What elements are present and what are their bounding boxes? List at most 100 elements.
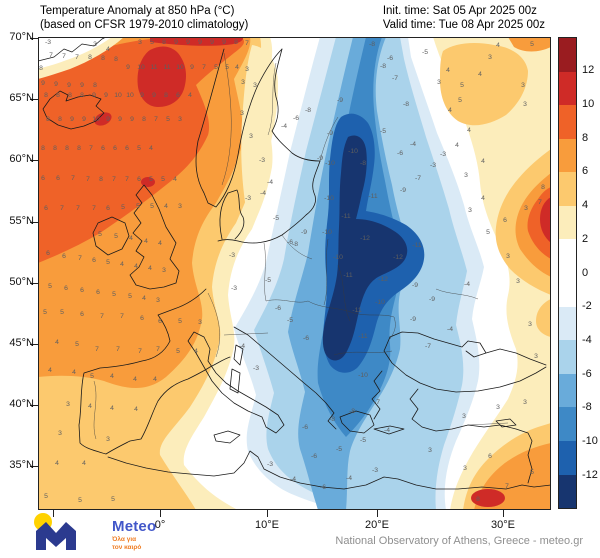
svg-text:7: 7 [89, 145, 93, 152]
svg-text:-10: -10 [322, 229, 332, 236]
svg-text:7: 7 [120, 313, 124, 320]
colorbar-tick-label: -12 [582, 468, 598, 481]
svg-text:-9: -9 [327, 130, 333, 137]
svg-text:5: 5 [166, 116, 170, 123]
svg-text:-3: -3 [430, 162, 436, 169]
colorbar [558, 37, 577, 509]
svg-text:6: 6 [80, 287, 84, 294]
colorbar-segment [559, 474, 576, 509]
svg-text:8: 8 [541, 184, 545, 191]
svg-text:4: 4 [188, 92, 192, 99]
svg-text:3: 3 [521, 82, 525, 89]
lat-tick-label: 70°N [9, 31, 34, 43]
svg-text:4: 4 [173, 176, 177, 183]
svg-text:3: 3 [516, 278, 520, 285]
svg-text:8: 8 [56, 92, 60, 99]
svg-text:-4: -4 [267, 179, 273, 186]
svg-text:3: 3 [462, 413, 466, 420]
svg-text:-5: -5 [273, 215, 279, 222]
svg-text:3: 3 [496, 404, 500, 411]
colorbar-segment [559, 239, 576, 274]
svg-text:4: 4 [120, 261, 124, 268]
svg-text:-5: -5 [380, 128, 386, 135]
svg-text:3: 3 [178, 203, 182, 210]
svg-text:3: 3 [138, 39, 142, 46]
svg-text:4: 4 [88, 403, 92, 410]
svg-text:5: 5 [530, 41, 534, 48]
svg-text:-6: -6 [387, 55, 393, 62]
svg-text:4: 4 [106, 46, 110, 53]
svg-text:9: 9 [152, 92, 156, 99]
svg-text:-6: -6 [287, 239, 293, 246]
lat-tick-label: 40°N [9, 398, 34, 410]
svg-text:-12: -12 [393, 254, 403, 261]
colorbar-segment [559, 105, 576, 139]
colorbar-tick-label: 10 [582, 97, 595, 110]
svg-text:6: 6 [92, 257, 96, 264]
region-warm-4-6-finland [440, 43, 528, 126]
lon-tick [377, 510, 378, 517]
svg-text:-7: -7 [425, 343, 431, 350]
coast-ireland [92, 216, 130, 256]
svg-text:8: 8 [44, 92, 48, 99]
svg-text:8: 8 [234, 39, 238, 46]
svg-text:-7: -7 [374, 399, 380, 406]
svg-text:-10: -10 [375, 299, 385, 306]
svg-text:4: 4 [158, 240, 162, 247]
svg-text:-9: -9 [429, 296, 435, 303]
lat-tick [30, 466, 38, 467]
svg-text:-4: -4 [410, 141, 416, 148]
svg-text:3: 3 [245, 66, 249, 73]
lat-tick [30, 405, 38, 406]
svg-text:3: 3 [506, 253, 510, 260]
svg-text:3: 3 [156, 297, 160, 304]
lon-tick [53, 510, 54, 517]
svg-text:8: 8 [101, 55, 105, 62]
svg-text:4: 4 [149, 145, 153, 152]
svg-text:9: 9 [104, 92, 108, 99]
lon-tick-label: 30°E [491, 519, 515, 531]
svg-text:-8: -8 [380, 63, 386, 70]
coast-italy [187, 331, 285, 434]
svg-text:5: 5 [78, 497, 82, 504]
svg-text:3: 3 [468, 207, 472, 214]
svg-text:5: 5 [150, 39, 154, 46]
svg-text:-11: -11 [412, 242, 422, 249]
svg-text:3: 3 [249, 133, 253, 140]
anomaly-map-svg: -3 343 5 8 9 9 9 9 9 8 77 7 7 8 8 88 9 10 11 11 10 9 7 5 5 4 39 9 9 9… [37, 36, 552, 510]
svg-text:3: 3 [240, 110, 244, 117]
svg-text:4: 4 [194, 348, 198, 355]
svg-text:5: 5 [90, 373, 94, 380]
svg-text:7: 7 [71, 175, 75, 182]
svg-text:4: 4 [446, 67, 450, 74]
svg-text:5: 5 [111, 496, 115, 503]
svg-text:-9: -9 [412, 282, 418, 289]
lat-tick [30, 38, 38, 39]
lat-tick-label: 65°N [9, 92, 34, 104]
svg-text:6: 6 [46, 250, 50, 257]
svg-text:7: 7 [86, 176, 90, 183]
svg-text:5: 5 [225, 64, 229, 71]
svg-text:9: 9 [106, 116, 110, 123]
svg-text:9: 9 [82, 116, 86, 123]
svg-text:9: 9 [130, 116, 134, 123]
svg-text:-3: -3 [229, 252, 235, 259]
anomaly-map: -3 3 4 3 5 8 9 9 9 9 9 8 7 7 7 7 8 8 8 8 9 10 11 11 10 9 7 5 5 4 3 9 9 9 9… [37, 36, 552, 510]
svg-text:7: 7 [60, 205, 64, 212]
svg-text:6: 6 [113, 145, 117, 152]
coast-greenland [37, 36, 107, 62]
coast-denmark [219, 189, 245, 240]
lon-tick [160, 510, 161, 517]
svg-text:8: 8 [68, 92, 72, 99]
svg-text:5: 5 [150, 203, 154, 210]
svg-text:4: 4 [164, 203, 168, 210]
svg-text:9: 9 [118, 116, 122, 123]
svg-text:-4: -4 [239, 343, 245, 350]
svg-text:11: 11 [150, 64, 157, 71]
svg-text:9: 9 [222, 39, 226, 46]
svg-text:3: 3 [523, 399, 527, 406]
coast-bothnia-finland [271, 48, 321, 162]
svg-text:3: 3 [241, 79, 245, 86]
svg-text:7: 7 [100, 313, 104, 320]
lat-tick-label: 50°N [9, 276, 34, 288]
